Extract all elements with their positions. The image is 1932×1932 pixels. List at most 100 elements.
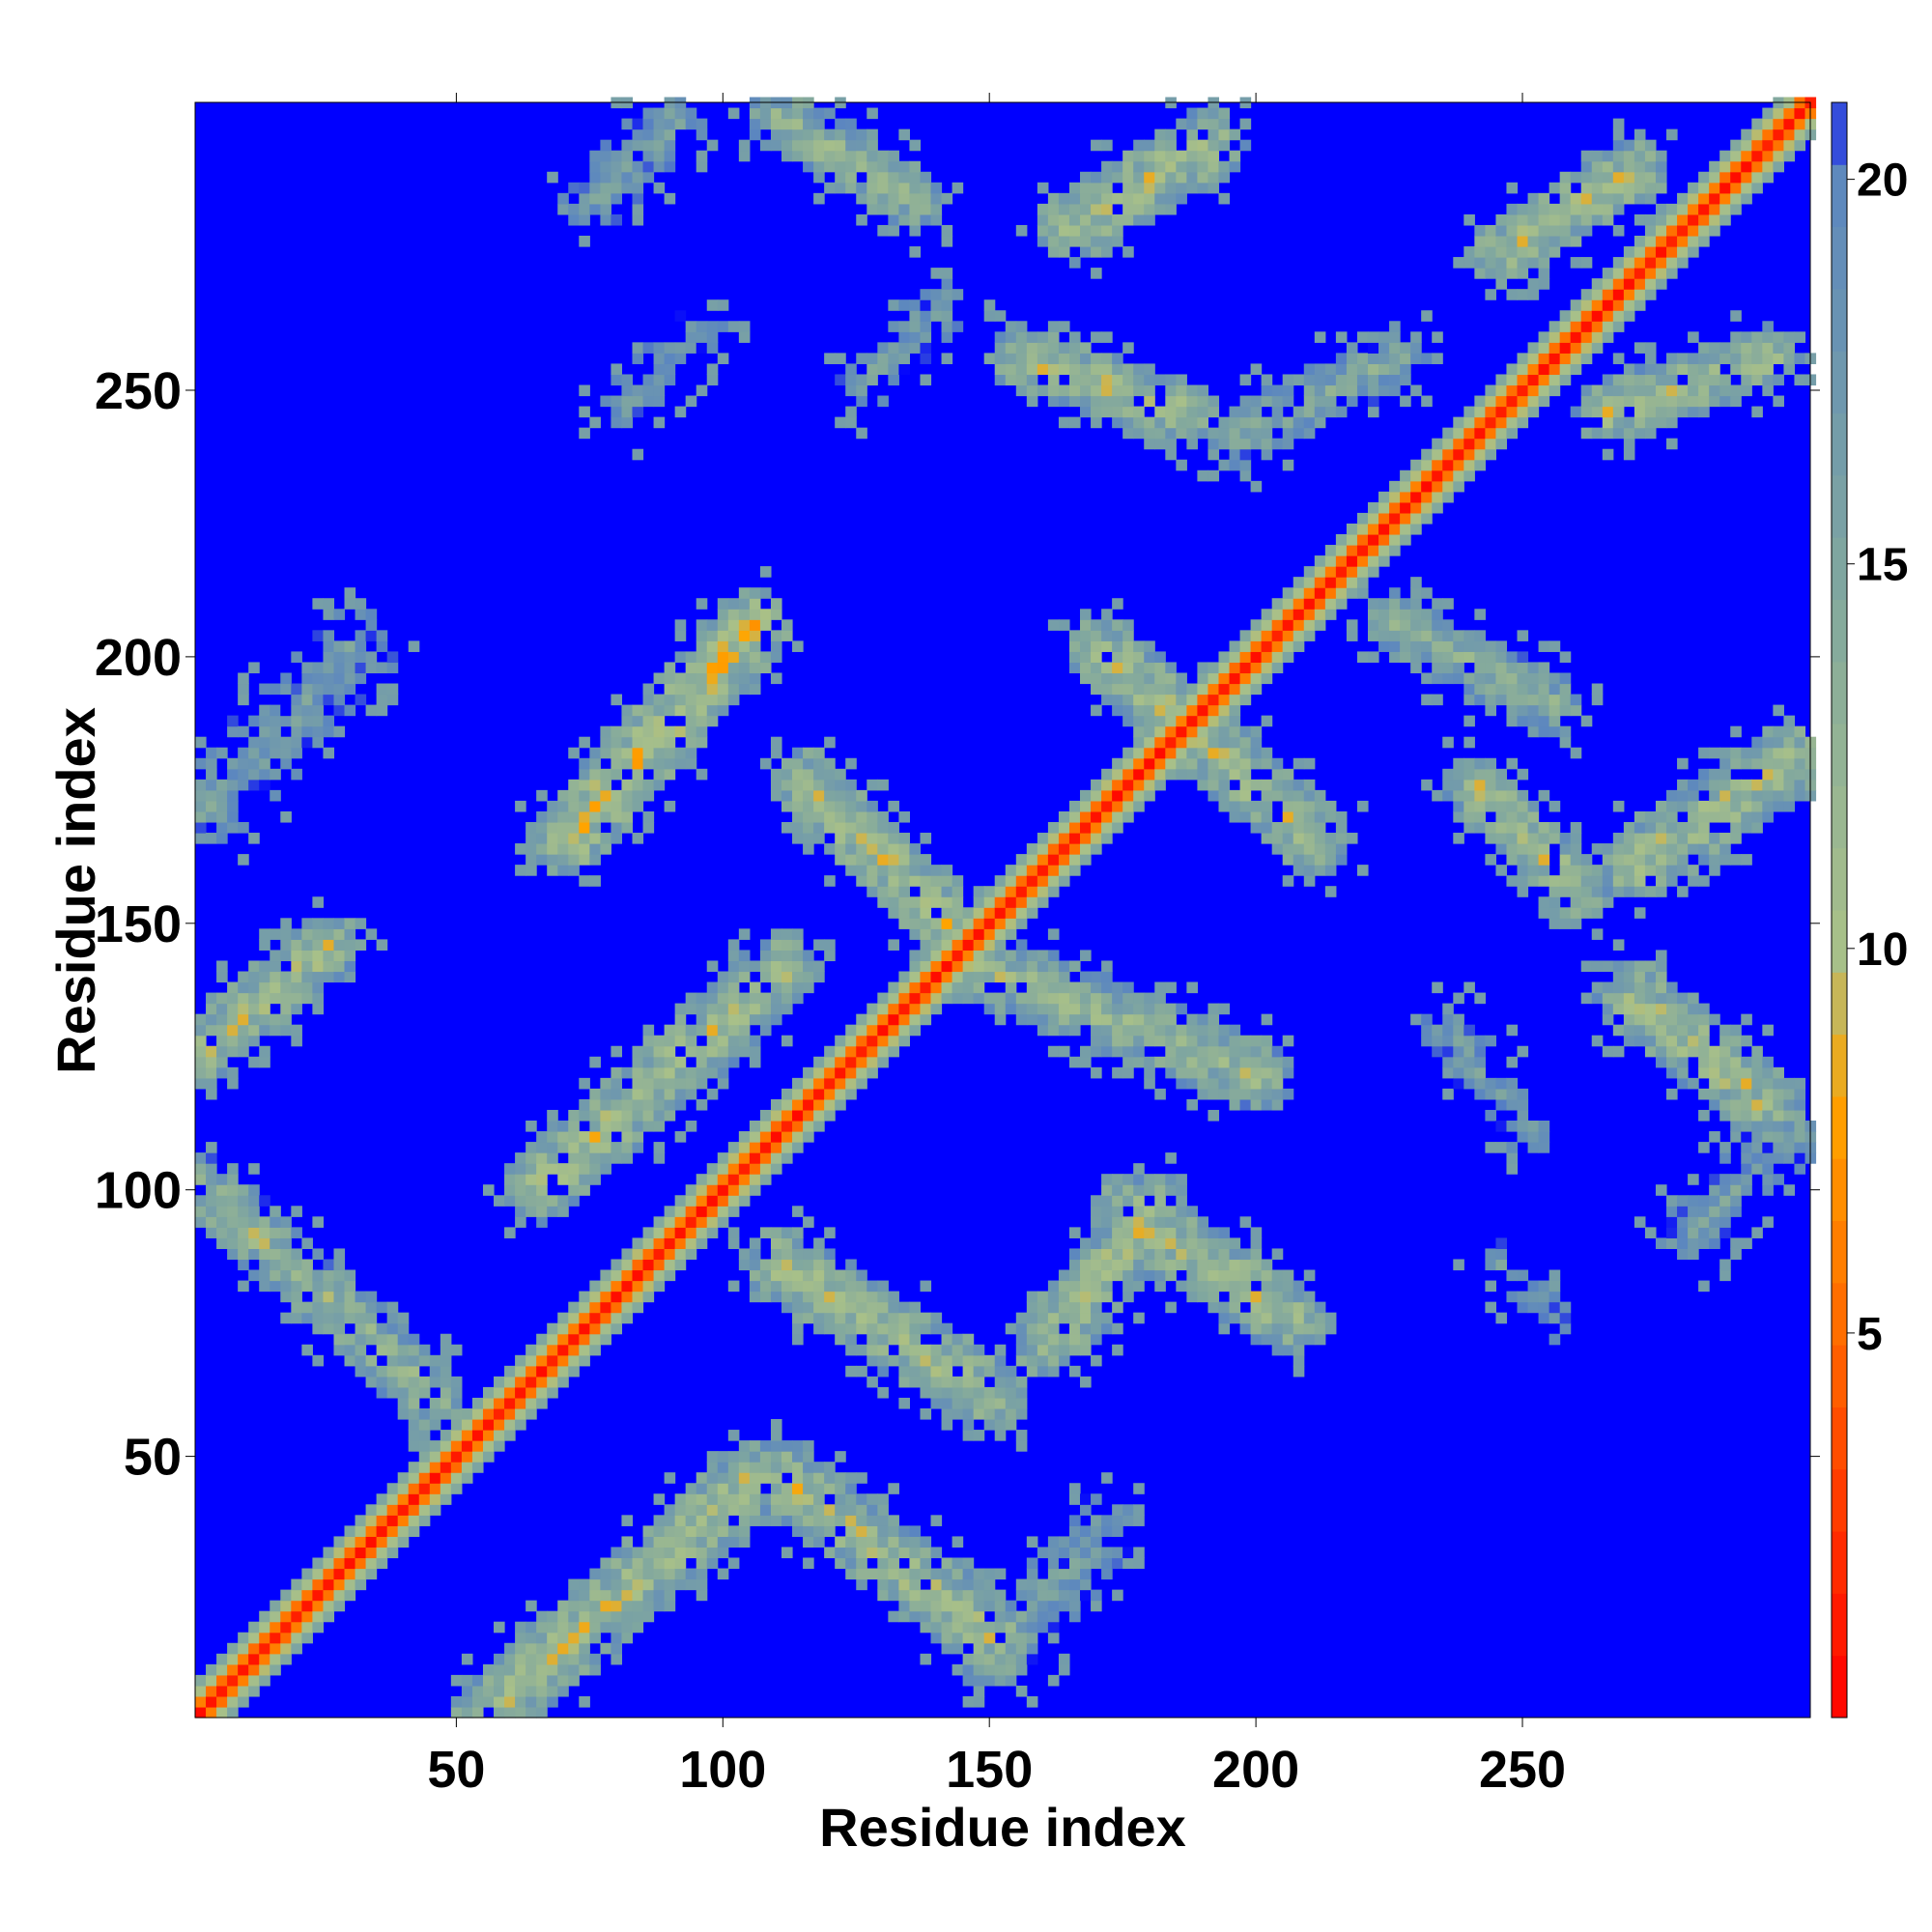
heatmap-cell xyxy=(664,128,676,141)
heatmap-cell xyxy=(515,1152,526,1164)
heatmap-cell xyxy=(227,789,239,802)
heatmap-cell xyxy=(1112,992,1123,1005)
heatmap-cell xyxy=(1068,1024,1081,1037)
heatmap-cell xyxy=(632,747,644,759)
heatmap-cell xyxy=(1559,854,1572,866)
heatmap-cell xyxy=(1517,843,1529,855)
heatmap-cell xyxy=(856,843,867,855)
heatmap-cell xyxy=(835,1557,846,1570)
heatmap-cell xyxy=(1559,918,1572,929)
heatmap-cell xyxy=(727,1024,740,1037)
heatmap-cell xyxy=(515,1184,526,1196)
heatmap-cell xyxy=(1080,1056,1092,1068)
heatmap-cell xyxy=(206,1663,217,1676)
heatmap-cell xyxy=(1378,512,1390,525)
heatmap-cell xyxy=(1538,683,1550,696)
heatmap-cell xyxy=(344,662,356,674)
heatmap-cell xyxy=(1058,833,1070,844)
heatmap-cell xyxy=(1485,1301,1496,1314)
heatmap-cell xyxy=(674,1227,687,1238)
heatmap-cell xyxy=(1037,353,1049,364)
heatmap-cell xyxy=(333,1269,346,1282)
heatmap-cell xyxy=(1261,810,1273,823)
heatmap-cell xyxy=(429,1376,441,1388)
heatmap-cell xyxy=(1154,139,1166,152)
heatmap-cell xyxy=(1506,1121,1519,1132)
heatmap-cell xyxy=(238,1013,249,1026)
heatmap-cell xyxy=(1058,235,1070,247)
heatmap-cell xyxy=(1101,192,1113,205)
heatmap-cell xyxy=(1314,363,1326,376)
heatmap-cell xyxy=(1005,992,1017,1005)
heatmap-cell xyxy=(717,1174,729,1185)
heatmap-cell xyxy=(1421,1013,1433,1026)
heatmap-cell xyxy=(1612,257,1625,269)
heatmap-cell xyxy=(450,1674,463,1687)
heatmap-cell xyxy=(856,1557,867,1570)
heatmap-cell xyxy=(856,1322,867,1335)
heatmap-cell xyxy=(1047,374,1060,386)
heatmap-cell xyxy=(983,971,996,983)
heatmap-cell xyxy=(835,160,846,173)
heatmap-cell xyxy=(1091,672,1102,685)
heatmap-cell xyxy=(898,1578,910,1591)
heatmap-cell xyxy=(1058,1557,1070,1570)
heatmap-cell xyxy=(547,1674,558,1687)
heatmap-cell xyxy=(1080,1493,1092,1505)
heatmap-cell xyxy=(642,1045,655,1058)
heatmap-cell xyxy=(344,672,356,685)
heatmap-cell xyxy=(664,1600,676,1612)
heatmap-cell xyxy=(270,1227,281,1238)
heatmap-cell xyxy=(962,1600,975,1612)
heatmap-cell xyxy=(1346,374,1358,386)
heatmap-cell xyxy=(1133,1248,1145,1261)
heatmap-cell xyxy=(1282,1280,1294,1293)
heatmap-cell xyxy=(355,1568,367,1580)
heatmap-cell xyxy=(440,1354,452,1367)
heatmap-cell xyxy=(856,875,867,887)
heatmap-cell xyxy=(845,1291,857,1303)
heatmap-cell xyxy=(206,800,217,812)
heatmap-cell xyxy=(280,672,292,685)
heatmap-cell xyxy=(994,1600,1007,1612)
heatmap-cell xyxy=(1165,1227,1177,1238)
heatmap-cell xyxy=(696,331,708,343)
heatmap-cell xyxy=(792,1312,804,1324)
heatmap-cell xyxy=(418,1493,431,1505)
heatmap-cell xyxy=(1068,1515,1081,1526)
heatmap-cell xyxy=(824,160,836,173)
heatmap-cell xyxy=(323,1578,335,1591)
heatmap-cell xyxy=(1612,268,1625,279)
heatmap-cell xyxy=(920,1013,932,1026)
heatmap-cell xyxy=(1165,1216,1177,1228)
heatmap-cell xyxy=(1293,587,1305,599)
heatmap-cell xyxy=(1112,384,1123,397)
heatmap-cell xyxy=(1112,416,1123,429)
heatmap-cell xyxy=(898,1376,910,1388)
heatmap-cell xyxy=(930,875,943,887)
heatmap-cell xyxy=(461,1430,473,1441)
heatmap-cell xyxy=(632,182,644,194)
heatmap-cell xyxy=(611,1077,623,1090)
heatmap-cell xyxy=(674,1056,687,1068)
heatmap-cell xyxy=(408,1515,420,1526)
heatmap-cell xyxy=(1165,139,1177,152)
heatmap-cell xyxy=(589,1568,601,1580)
heatmap-cell xyxy=(1400,480,1411,493)
heatmap-cell xyxy=(1527,1301,1540,1314)
heatmap-cell xyxy=(408,1440,420,1452)
heatmap-cell xyxy=(429,1493,441,1505)
heatmap-cell xyxy=(1091,384,1102,397)
heatmap-cell xyxy=(1186,1248,1198,1261)
heatmap-cell xyxy=(408,1419,420,1431)
heatmap-cell xyxy=(1047,235,1060,247)
heatmap-cell xyxy=(685,395,697,408)
heatmap-cell xyxy=(1548,353,1561,364)
heatmap-cell xyxy=(312,672,324,685)
heatmap-cell xyxy=(1271,640,1284,652)
heatmap-cell xyxy=(1517,821,1529,834)
heatmap-cell xyxy=(1442,630,1454,641)
heatmap-cell xyxy=(333,651,346,664)
heatmap-cell xyxy=(1176,406,1187,418)
heatmap-cell xyxy=(1271,1333,1284,1346)
